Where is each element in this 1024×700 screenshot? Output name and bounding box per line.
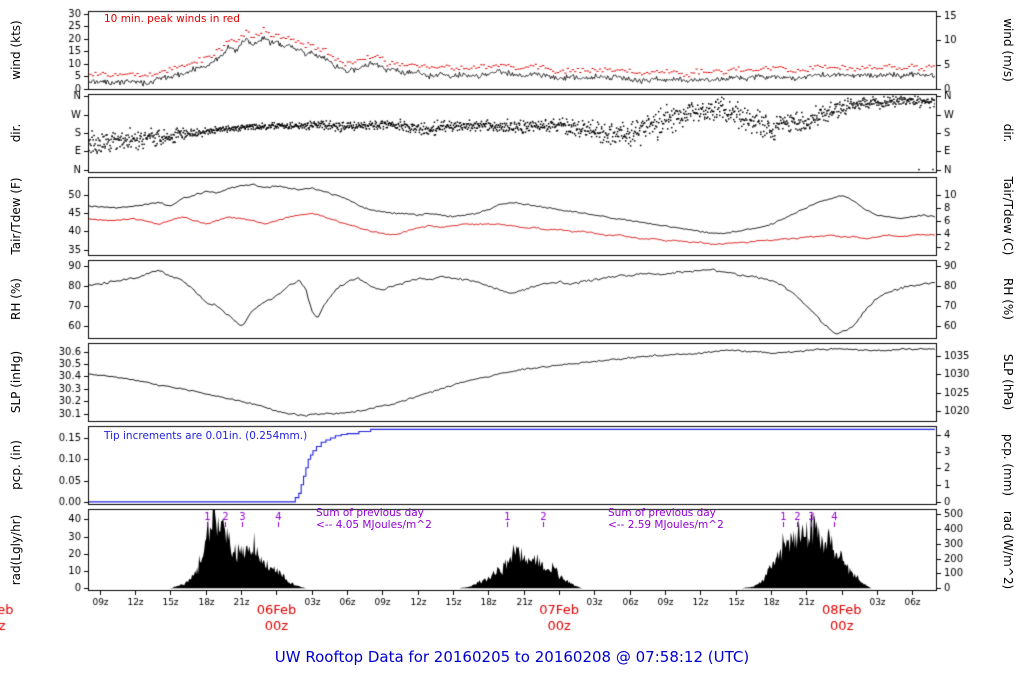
pcp-y-axis-label-left: pcp. (in)	[9, 440, 23, 490]
temp-y-axis-label-right: Tair/Tdew (C)	[1001, 176, 1015, 256]
slp-y-axis-label-left: SLP (inHg)	[9, 350, 23, 414]
rh-y-axis-label-right: RH (%)	[1001, 278, 1015, 320]
dir-y-axis-label-right: dir.	[1001, 123, 1015, 143]
tip-increments-note: Tip increments are 0.01in. (0.254mm.)	[104, 430, 308, 442]
radiation-sum-note-1-line2: <-- 4.05 MJoules/m^2	[316, 519, 432, 531]
chart-title: UW Rooftop Data for 20160205 to 20160208…	[274, 648, 750, 666]
chart-canvas	[0, 0, 1024, 645]
peak-winds-note: 10 min. peak winds in red	[104, 13, 240, 25]
temp-y-axis-label-left: Tair/Tdew (F)	[9, 177, 23, 255]
wind-y-axis-label-right: wind (m/s)	[1001, 18, 1015, 82]
radiation-sum-note-2: Sum of previous day <-- 2.59 MJoules/m^2	[608, 507, 724, 531]
radiation-sum-note-2-line1: Sum of previous day	[608, 507, 716, 519]
dir-y-axis-label-left: dir.	[9, 123, 23, 143]
radiation-sum-note-1: Sum of previous day <-- 4.05 MJoules/m^2	[316, 507, 432, 531]
slp-y-axis-label-right: SLP (hPa)	[1001, 353, 1015, 411]
pcp-y-axis-label-right: pcp. (mm)	[1001, 433, 1015, 497]
rad-y-axis-label-left: rad(Lgly/hr)	[9, 514, 23, 586]
wind-y-axis-label-left: wind (kts)	[9, 20, 23, 80]
rh-y-axis-label-left: RH (%)	[9, 278, 23, 320]
radiation-sum-note-1-line1: Sum of previous day	[316, 507, 424, 519]
rad-y-axis-label-right: rad (W/m^2)	[1001, 510, 1015, 590]
radiation-sum-note-2-line2: <-- 2.59 MJoules/m^2	[608, 519, 724, 531]
